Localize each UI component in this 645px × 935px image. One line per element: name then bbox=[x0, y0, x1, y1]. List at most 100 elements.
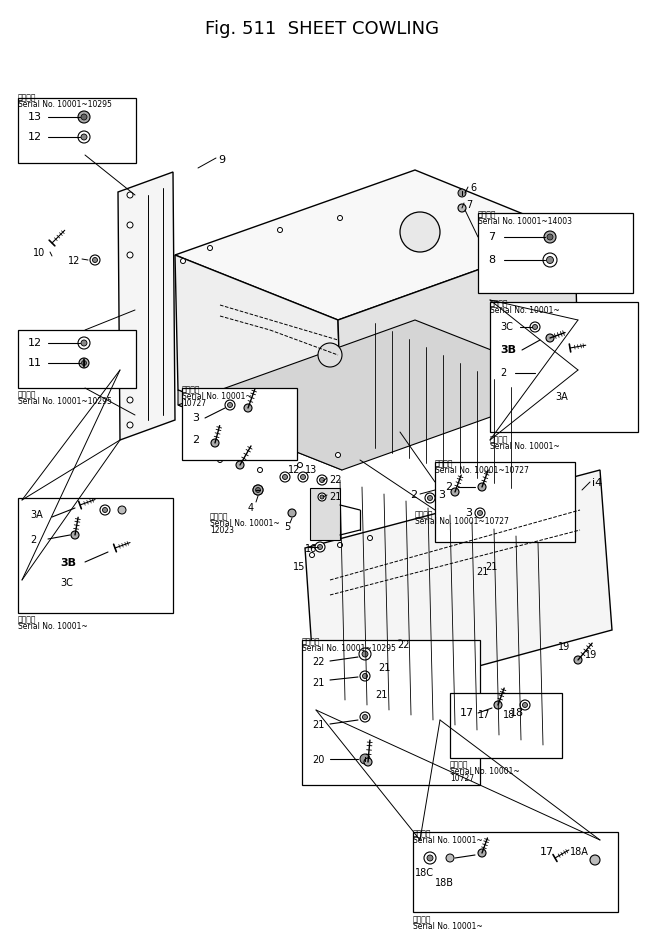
Text: 18C: 18C bbox=[415, 868, 434, 878]
Circle shape bbox=[478, 483, 486, 491]
Text: Serial No. 10001~: Serial No. 10001~ bbox=[450, 767, 520, 776]
Bar bbox=[413, 832, 618, 912]
Circle shape bbox=[100, 505, 110, 515]
Text: 19: 19 bbox=[558, 642, 570, 652]
Circle shape bbox=[424, 852, 436, 864]
Text: 3: 3 bbox=[192, 413, 199, 423]
Circle shape bbox=[546, 256, 553, 264]
Text: Serial No. 10001~: Serial No. 10001~ bbox=[210, 519, 280, 528]
Circle shape bbox=[389, 664, 397, 672]
Text: Serial No. 10001~: Serial No. 10001~ bbox=[490, 442, 560, 451]
Circle shape bbox=[79, 358, 89, 368]
Circle shape bbox=[397, 642, 402, 648]
Text: Serial No. 10001~: Serial No. 10001~ bbox=[413, 922, 482, 931]
Circle shape bbox=[253, 485, 263, 495]
Text: 7: 7 bbox=[488, 232, 495, 242]
Text: 適用号機: 適用号機 bbox=[18, 615, 37, 624]
Text: 21: 21 bbox=[476, 567, 488, 577]
Text: 3A: 3A bbox=[30, 510, 43, 520]
Text: Serial No. 10001~: Serial No. 10001~ bbox=[182, 392, 252, 401]
Text: 2: 2 bbox=[30, 535, 36, 545]
Text: 10727: 10727 bbox=[182, 399, 206, 408]
Text: 7: 7 bbox=[466, 200, 472, 210]
Circle shape bbox=[574, 656, 582, 664]
Polygon shape bbox=[175, 255, 342, 455]
Text: Serial No. 10001~: Serial No. 10001~ bbox=[18, 622, 88, 631]
Circle shape bbox=[458, 204, 466, 212]
Circle shape bbox=[494, 701, 502, 709]
Circle shape bbox=[90, 255, 100, 265]
Circle shape bbox=[391, 666, 395, 670]
Text: 17: 17 bbox=[540, 847, 554, 857]
Circle shape bbox=[360, 712, 370, 722]
Text: 17: 17 bbox=[460, 708, 474, 718]
Text: 10: 10 bbox=[33, 248, 45, 258]
Circle shape bbox=[362, 714, 368, 720]
Circle shape bbox=[211, 439, 219, 447]
Text: 21: 21 bbox=[375, 690, 388, 700]
Text: 適用号機: 適用号機 bbox=[413, 829, 432, 838]
Circle shape bbox=[208, 246, 212, 251]
Text: 3B: 3B bbox=[500, 345, 516, 355]
Text: 適用号機: 適用号機 bbox=[415, 510, 433, 519]
Circle shape bbox=[477, 511, 482, 515]
Text: 19: 19 bbox=[585, 650, 597, 660]
Text: 9: 9 bbox=[218, 155, 225, 165]
Text: 適用号機: 適用号機 bbox=[18, 390, 37, 399]
Circle shape bbox=[458, 189, 466, 197]
Text: Serial No. 10001~10295: Serial No. 10001~10295 bbox=[302, 644, 396, 653]
Circle shape bbox=[127, 397, 133, 403]
Circle shape bbox=[127, 222, 133, 228]
Circle shape bbox=[71, 531, 79, 539]
Circle shape bbox=[427, 855, 433, 861]
Text: 21: 21 bbox=[485, 562, 497, 572]
Text: 6: 6 bbox=[470, 183, 476, 193]
Circle shape bbox=[360, 754, 370, 764]
Circle shape bbox=[446, 854, 454, 862]
Circle shape bbox=[389, 689, 397, 697]
Circle shape bbox=[317, 544, 322, 550]
Circle shape bbox=[475, 508, 485, 518]
Bar bbox=[182, 388, 297, 460]
Circle shape bbox=[337, 215, 342, 221]
Text: 18A: 18A bbox=[570, 847, 589, 857]
Text: 5: 5 bbox=[284, 522, 290, 532]
Text: 2: 2 bbox=[192, 435, 199, 445]
Text: 3: 3 bbox=[465, 508, 472, 518]
Circle shape bbox=[277, 227, 283, 233]
Circle shape bbox=[319, 478, 324, 482]
Text: 4: 4 bbox=[248, 503, 254, 513]
Text: 3: 3 bbox=[438, 490, 445, 500]
Circle shape bbox=[364, 758, 372, 766]
Polygon shape bbox=[175, 170, 575, 320]
Circle shape bbox=[127, 367, 133, 373]
Bar bbox=[18, 98, 136, 163]
Text: Serial No. 10001~: Serial No. 10001~ bbox=[490, 306, 560, 315]
Circle shape bbox=[335, 453, 341, 457]
Circle shape bbox=[283, 474, 288, 480]
Text: 12: 12 bbox=[68, 256, 81, 266]
Circle shape bbox=[301, 474, 306, 480]
Circle shape bbox=[217, 457, 223, 463]
Text: 22: 22 bbox=[329, 475, 341, 485]
Bar bbox=[478, 213, 633, 293]
Text: 22: 22 bbox=[312, 657, 324, 667]
Circle shape bbox=[546, 334, 554, 342]
Text: 10727: 10727 bbox=[450, 774, 474, 783]
Circle shape bbox=[391, 691, 395, 695]
Text: 12: 12 bbox=[28, 132, 42, 142]
Circle shape bbox=[288, 509, 296, 517]
Text: Fig. 511  SHEET COWLING: Fig. 511 SHEET COWLING bbox=[205, 20, 439, 38]
Circle shape bbox=[547, 234, 553, 240]
Text: 18: 18 bbox=[503, 710, 515, 720]
Text: 適用号機: 適用号機 bbox=[478, 210, 497, 219]
Text: 11: 11 bbox=[28, 358, 42, 368]
Circle shape bbox=[543, 253, 557, 267]
Circle shape bbox=[451, 488, 459, 496]
Circle shape bbox=[320, 495, 324, 499]
Text: 適用号機: 適用号機 bbox=[490, 435, 508, 444]
Bar bbox=[435, 462, 575, 542]
Polygon shape bbox=[118, 172, 175, 440]
Circle shape bbox=[92, 257, 97, 263]
Text: 18: 18 bbox=[510, 708, 524, 718]
